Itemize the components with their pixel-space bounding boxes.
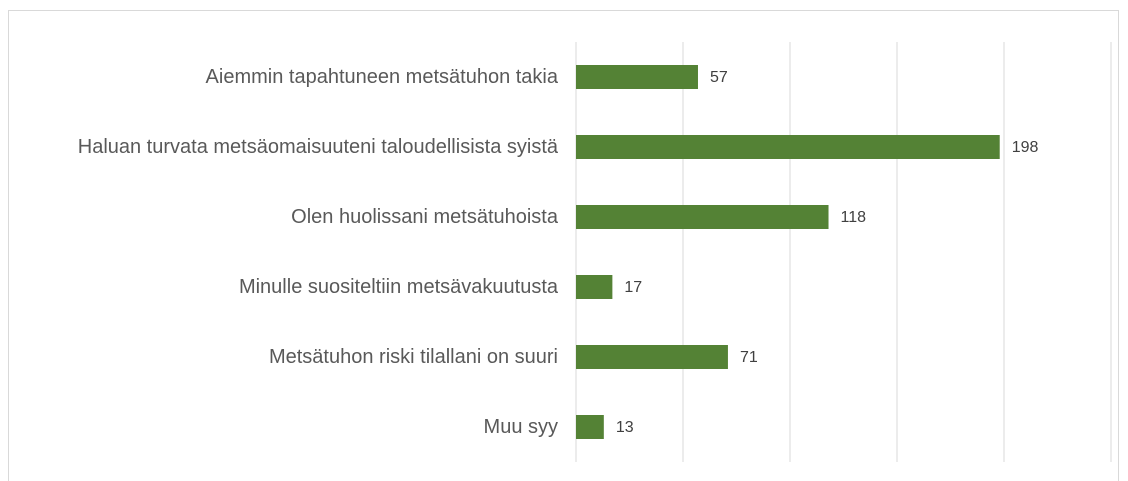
data-label: 13 bbox=[616, 419, 634, 436]
bar bbox=[576, 135, 1000, 159]
bar bbox=[576, 345, 728, 369]
data-label: 57 bbox=[710, 69, 728, 86]
data-label: 71 bbox=[740, 349, 758, 366]
data-label: 198 bbox=[1012, 139, 1039, 156]
category-label: Aiemmin tapahtuneen metsätuhon takia bbox=[205, 66, 558, 88]
category-label: Metsätuhon riski tilallani on suuri bbox=[268, 346, 558, 368]
category-label: Olen huolissani metsätuhoista bbox=[291, 206, 558, 228]
bar bbox=[576, 275, 613, 299]
category-label: Haluan turvata metsäomaisuuteni taloudel… bbox=[77, 136, 558, 158]
data-label: 17 bbox=[624, 279, 642, 296]
bar bbox=[576, 415, 604, 439]
category-label: Muu syy bbox=[483, 416, 558, 438]
chart-frame bbox=[8, 10, 1119, 481]
bar bbox=[576, 205, 829, 229]
bar bbox=[576, 65, 698, 89]
category-label: Minulle suositeltiin metsävakuutusta bbox=[238, 276, 558, 298]
data-label: 118 bbox=[841, 209, 867, 226]
